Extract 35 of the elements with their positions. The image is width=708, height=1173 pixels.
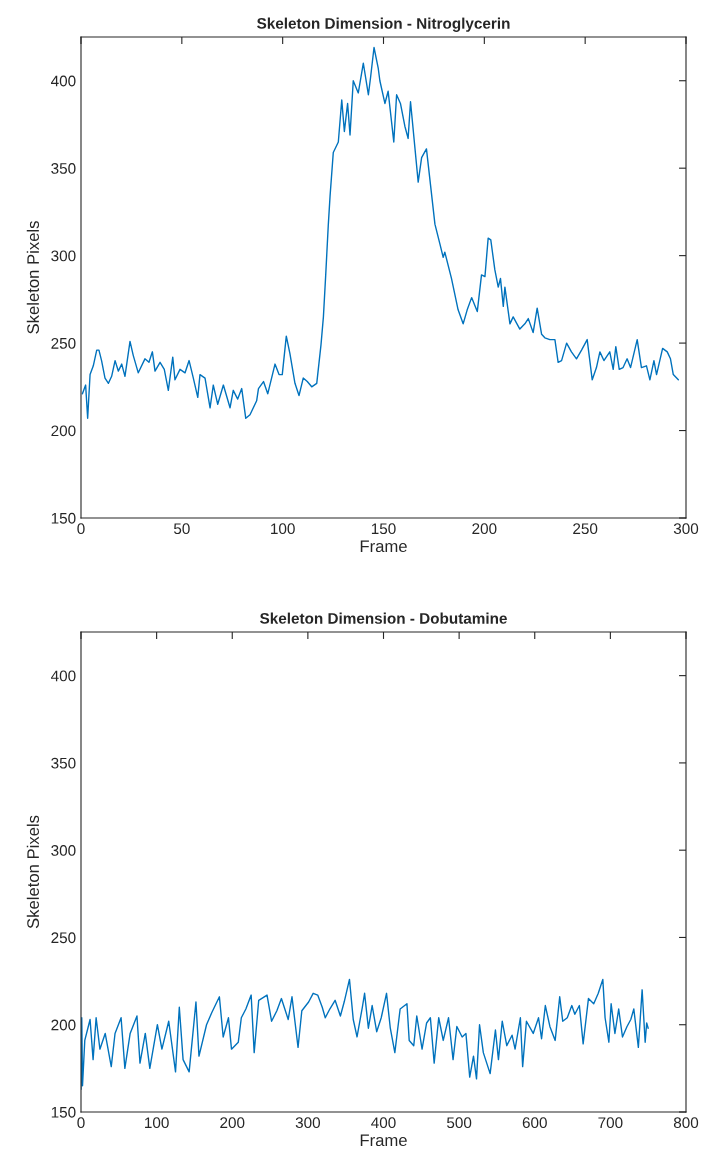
x-tick-label: 250 (573, 523, 598, 535)
y-tick-label: 300 (51, 845, 76, 856)
x-axis-title: Frame (360, 1134, 407, 1147)
x-tick-label: 100 (145, 1117, 169, 1129)
x-tick-label: 400 (371, 1117, 396, 1129)
x-tick-label: 300 (295, 1117, 321, 1129)
x-tick-label: 0 (77, 1117, 85, 1129)
y-axis-title: Skeleton Pixels (26, 221, 40, 334)
y-tick-label: 350 (51, 757, 76, 769)
x-tick-label: 700 (598, 1117, 623, 1129)
x-tick-label: 300 (673, 523, 699, 535)
x-tick-label: 100 (271, 523, 295, 535)
y-axis-title: Skeleton Pixels (26, 815, 40, 929)
x-axis-title: Frame (360, 540, 407, 553)
y-tick-label: 250 (51, 932, 76, 944)
x-tick-label: 200 (220, 1117, 245, 1129)
y-tick-label: 200 (51, 1019, 76, 1031)
y-tick-label: 200 (51, 425, 76, 437)
chart-title: Skeleton Dimension - Dobutamine (260, 612, 507, 624)
y-tick-label: 300 (51, 250, 76, 262)
x-tick-label: 500 (446, 1117, 472, 1129)
y-tick-label: 250 (51, 337, 76, 349)
x-tick-label: 600 (522, 1117, 547, 1129)
y-tick-label: 150 (51, 1106, 76, 1118)
x-tick-label: 800 (673, 1117, 699, 1129)
y-tick-label: 350 (51, 163, 76, 174)
x-tick-label: 50 (173, 523, 190, 535)
x-tick-label: 200 (472, 523, 497, 535)
y-tick-label: 150 (51, 512, 76, 524)
x-tick-label: 0 (77, 523, 85, 535)
chart-title: Skeleton Dimension - Nitroglycerin (257, 17, 510, 32)
y-tick-label: 400 (51, 670, 76, 682)
x-tick-label: 150 (371, 523, 396, 535)
line-series (81, 46, 680, 419)
y-tick-label: 400 (51, 75, 76, 87)
